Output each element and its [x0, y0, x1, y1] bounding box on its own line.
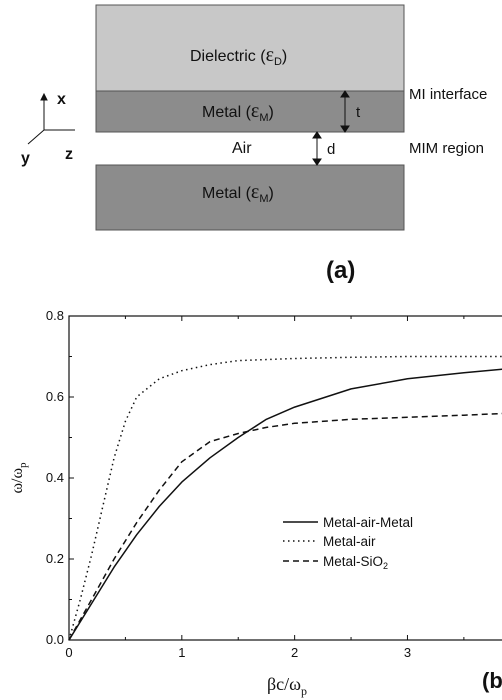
x-axis-label: βc/ωp — [267, 674, 307, 698]
metal-bottom-layer — [95, 164, 405, 231]
d-label: d — [327, 141, 335, 158]
legend-label-metal-air-metal: Metal-air-Metal — [323, 515, 413, 530]
metal-top-label: Metal (εM) — [202, 100, 274, 124]
d-dimension-arrow — [312, 131, 322, 166]
legend-label-metal-sio2: Metal-SiO2 — [323, 554, 388, 571]
panel-a: Dielectric (εD) Metal (εM) Air Metal (εM… — [21, 4, 487, 284]
metal-bottom-label: Metal (εM) — [202, 181, 274, 205]
y-tick-label: 0.8 — [46, 308, 64, 323]
coordinate-axes — [27, 92, 75, 145]
t-dimension-arrow — [340, 90, 350, 133]
t-label: t — [356, 104, 361, 121]
panel-a-label: (a) — [326, 257, 355, 284]
axis-z-label: z — [65, 146, 73, 163]
x-tick-label: 3 — [404, 645, 411, 660]
x-tick-label: 1 — [178, 645, 185, 660]
y-tick-label: 0.0 — [46, 632, 64, 647]
series-line-metal-air — [68, 355, 502, 641]
series-line-metal-sio2 — [68, 412, 502, 641]
axis-y-label: y — [21, 150, 30, 167]
x-tick-label: 0 — [65, 645, 72, 660]
series-line-metal-air-metal — [68, 368, 502, 641]
y-tick-label: 0.2 — [46, 551, 64, 566]
y-axis-label: ω/ωp — [9, 462, 29, 494]
panel-b: 0 1 2 3 0.0 0.2 0.4 0.6 0.8 ω/ωp βc/ωp Metal-air… — [9, 308, 502, 698]
axis-x-label: x — [57, 91, 66, 108]
dielectric-layer — [95, 4, 405, 92]
metal-top-layer — [95, 90, 405, 133]
y-tick-label: 0.4 — [46, 470, 64, 485]
x-tick-label: 2 — [291, 645, 298, 660]
panel-b-label: (b — [482, 668, 502, 693]
y-tick-label: 0.6 — [46, 389, 64, 404]
air-label: Air — [232, 140, 252, 157]
tick-group: 0 1 2 3 0.0 0.2 0.4 0.6 0.8 — [46, 308, 465, 660]
plot-frame — [68, 315, 502, 641]
dielectric-label: Dielectric (εD) — [190, 44, 287, 68]
series-group — [68, 355, 502, 641]
legend-label-metal-air: Metal-air — [323, 534, 376, 549]
legend: Metal-air-Metal Metal-air Metal-SiO2 — [283, 515, 413, 571]
mim-region-label: MIM region — [409, 140, 484, 157]
mi-interface-label: MI interface — [409, 86, 487, 103]
